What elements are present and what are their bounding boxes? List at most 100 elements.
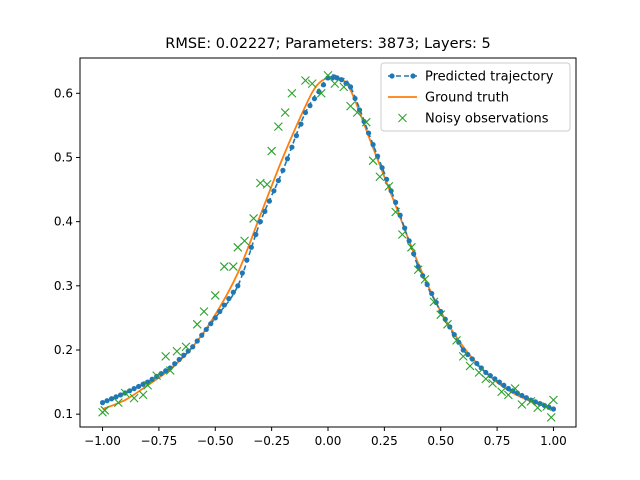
predicted-point xyxy=(284,156,291,162)
x-marker-stroke xyxy=(323,70,333,80)
noisy-observation-point xyxy=(497,387,506,397)
x-marker-stroke xyxy=(240,236,249,246)
x-marker-stroke xyxy=(549,395,558,405)
predicted-point xyxy=(212,315,218,321)
y-tick-label: 0.6 xyxy=(54,86,73,100)
predicted-point xyxy=(370,142,376,148)
predicted-point xyxy=(104,398,110,404)
x-marker-stroke xyxy=(429,297,439,307)
noisy-observation-point xyxy=(301,76,310,85)
x-marker-stroke xyxy=(375,172,385,182)
predicted-point xyxy=(199,332,205,338)
predicted-point xyxy=(451,331,457,338)
x-marker-stroke xyxy=(391,207,401,217)
x-marker-stroke xyxy=(267,146,277,156)
predicted-point xyxy=(217,308,223,315)
predicted-point xyxy=(429,290,435,297)
legend-box xyxy=(380,62,571,132)
x-marker-stroke xyxy=(161,352,171,361)
predicted-point xyxy=(550,406,557,412)
predicted-point xyxy=(266,198,272,204)
x-tick-label: 0.25 xyxy=(371,434,398,448)
predicted-point xyxy=(230,289,236,295)
noisy-observation-point xyxy=(219,262,229,271)
x-marker-stroke xyxy=(339,82,349,92)
noisy-observation-point xyxy=(161,352,171,361)
x-marker-stroke xyxy=(346,101,355,111)
noisy-observation-point xyxy=(339,82,349,92)
noisy-observation-point xyxy=(192,319,202,329)
predicted-point xyxy=(505,385,511,392)
predicted-point xyxy=(131,386,137,392)
x-marker-stroke xyxy=(533,403,543,413)
x-tick-label: 1.00 xyxy=(540,434,567,448)
noisy-observation-point xyxy=(549,395,558,405)
x-marker-stroke xyxy=(384,181,394,191)
noisy-observation-point xyxy=(280,108,290,117)
noisy-observation-point xyxy=(120,388,130,398)
predicted-point xyxy=(523,395,530,401)
x-marker-stroke xyxy=(436,310,446,320)
x-marker-stroke xyxy=(407,242,416,252)
noisy-observation-point xyxy=(172,346,182,356)
x-marker-stroke xyxy=(172,346,182,356)
x-marker-stroke xyxy=(120,388,130,398)
x-marker-stroke xyxy=(113,398,123,408)
x-marker-stroke xyxy=(474,368,484,377)
noisy-observation-point xyxy=(436,310,446,320)
noisy-observation-point xyxy=(113,398,123,408)
x-tick-label: 0.00 xyxy=(315,434,342,448)
noisy-observation-point xyxy=(352,108,362,117)
predicted-point xyxy=(181,352,187,358)
x-marker-stroke xyxy=(199,307,209,316)
noisy-observation-point xyxy=(398,230,407,239)
noisy-observation-point xyxy=(138,390,148,400)
noisy-observation-point xyxy=(429,297,439,307)
predicted-point xyxy=(384,176,390,182)
predicted-point xyxy=(347,84,354,90)
predicted-point xyxy=(338,77,345,83)
predicted-point xyxy=(352,95,358,102)
x-marker-stroke xyxy=(443,319,452,329)
noisy-observation-point xyxy=(407,242,416,252)
predicted-point xyxy=(226,296,232,302)
x-marker-stroke xyxy=(458,352,468,361)
x-marker-stroke xyxy=(165,366,175,375)
noisy-observation-point xyxy=(267,146,277,156)
x-marker-stroke xyxy=(262,180,272,189)
x-marker-stroke xyxy=(129,393,139,403)
y-tick-label: 0.3 xyxy=(54,279,73,293)
predicted-point xyxy=(257,219,263,225)
predicted-point xyxy=(365,130,372,136)
predicted-point xyxy=(501,382,507,388)
x-marker-stroke xyxy=(307,79,317,89)
noisy-observation-point xyxy=(152,371,162,381)
predicted-point xyxy=(460,347,466,353)
x-marker-stroke xyxy=(255,178,265,188)
noisy-observation-point xyxy=(465,361,475,371)
x-tick-label: 0.50 xyxy=(427,434,454,448)
predicted-point xyxy=(99,400,106,406)
x-marker-stroke xyxy=(526,396,536,406)
predicted-point xyxy=(487,373,493,379)
noisy-observation-point xyxy=(210,291,220,300)
y-tick-label: 0.4 xyxy=(54,215,73,229)
predicted-point xyxy=(253,231,259,238)
x-marker-stroke xyxy=(100,405,110,415)
predicted-point xyxy=(298,121,304,127)
x-marker-stroke xyxy=(138,390,148,400)
legend-label: Noisy observations xyxy=(425,112,549,127)
noisy-observation-point xyxy=(274,122,283,132)
x-marker-stroke xyxy=(249,214,258,223)
noisy-observation-point xyxy=(384,181,394,191)
predicted-point xyxy=(140,381,146,387)
x-tick-label: 0.75 xyxy=(484,434,511,448)
x-marker-stroke xyxy=(316,88,326,98)
noisy-observation-point xyxy=(375,172,385,182)
noisy-observation-point xyxy=(458,352,468,361)
x-marker-stroke xyxy=(481,374,491,384)
predicted-point xyxy=(172,361,178,367)
x-marker-stroke xyxy=(465,361,475,371)
legend-predicted-marker xyxy=(389,73,395,79)
